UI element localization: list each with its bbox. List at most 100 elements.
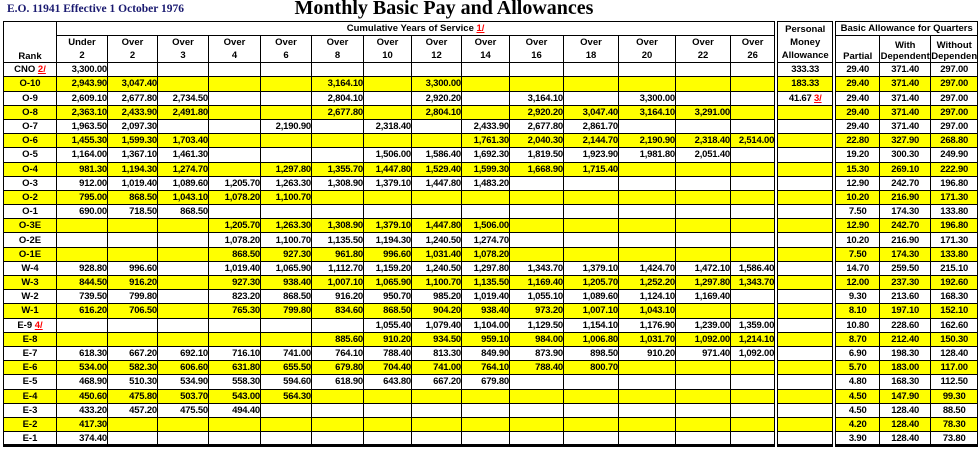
pay-cell: 2,318.40 xyxy=(675,133,731,149)
pay-cell xyxy=(157,62,209,78)
pay-cell: 868.50 xyxy=(157,204,209,220)
pay-cell xyxy=(461,62,510,78)
pay-cell xyxy=(363,402,412,418)
pay-cell: 1,240.50 xyxy=(411,260,462,277)
service-column-header: Over 2 xyxy=(107,35,158,64)
rank-label: O-8 xyxy=(3,104,57,120)
pay-cell: 1,159.20 xyxy=(363,260,412,277)
pay-cell: 2,804.10 xyxy=(311,90,364,106)
pay-cell xyxy=(509,402,564,418)
baq-cell: 174.30 xyxy=(879,204,932,220)
baq-cell: 198.30 xyxy=(879,345,932,362)
pay-cell: 959.10 xyxy=(461,331,510,347)
pay-cell xyxy=(509,189,564,206)
pay-cell: 1,263.30 xyxy=(260,175,312,191)
rank-label: E-6 xyxy=(3,360,57,376)
pay-cell: 503.70 xyxy=(157,388,209,404)
pay-cell xyxy=(208,90,261,106)
pay-cell: 1,194.30 xyxy=(107,161,158,177)
pay-cell xyxy=(107,416,158,433)
pma-cell xyxy=(777,232,834,248)
pay-cell: 1,043.10 xyxy=(157,189,209,206)
pay-cell xyxy=(411,388,462,404)
baq-cell: 196.80 xyxy=(930,218,978,234)
pma-cell xyxy=(777,133,834,149)
pay-cell: 1,112.70 xyxy=(311,260,364,277)
rank-label: O-5 xyxy=(3,147,57,163)
pma-cell xyxy=(777,317,834,333)
pay-cell: 1,343.70 xyxy=(509,260,564,277)
pay-cell xyxy=(675,189,731,206)
pay-cell: 927.30 xyxy=(208,274,261,291)
table-row: O-5 1,164.00 1,367.10 1,461.30 1,506.00 1,586… xyxy=(3,147,978,163)
pay-cell xyxy=(729,289,776,305)
baq-cell: 152.10 xyxy=(930,303,978,319)
pma-cell: 333.33 xyxy=(777,62,834,78)
pay-cell: 1,079.40 xyxy=(411,317,462,333)
table-row: E-3 433.20 457.20 475.50 494.40 4.50 128.40 88.… xyxy=(3,402,978,418)
rank-label: W-4 xyxy=(3,260,57,277)
pay-cell xyxy=(618,246,676,262)
pay-cell: 1,006.80 xyxy=(563,331,619,347)
pay-cell: 1,668.90 xyxy=(509,161,564,177)
pay-cell xyxy=(509,218,564,234)
pay-cell xyxy=(56,331,108,347)
pay-cell: 1,007.10 xyxy=(311,274,364,291)
pay-cell xyxy=(157,76,209,92)
pay-cell xyxy=(208,118,261,135)
baq-cell: 216.90 xyxy=(879,232,932,248)
pay-cell: 868.50 xyxy=(363,303,412,319)
pma-cell xyxy=(777,274,834,291)
baq-cell: 147.90 xyxy=(879,388,932,404)
pay-cell xyxy=(675,204,731,220)
pay-cell xyxy=(729,246,776,262)
baq-cell: 197.10 xyxy=(879,303,932,319)
rank-label: CNO 2/ xyxy=(3,62,57,78)
pay-cell: 718.50 xyxy=(107,204,158,220)
baq-cell: 14.70 xyxy=(835,260,881,277)
service-column-header: Over 4 xyxy=(208,35,261,64)
pay-cell: 938.40 xyxy=(461,303,510,319)
baq-cell: 162.60 xyxy=(930,317,978,333)
baq-cell: 300.30 xyxy=(879,147,932,163)
pay-cell: 868.50 xyxy=(208,246,261,262)
baq-cell: 117.00 xyxy=(930,360,978,376)
pay-cell: 468.90 xyxy=(56,374,108,390)
pay-cell xyxy=(729,104,776,120)
pay-cell xyxy=(509,76,564,92)
baq-cell: 29.40 xyxy=(835,118,881,135)
pay-cell: 667.20 xyxy=(411,374,462,390)
pay-cell xyxy=(563,175,619,191)
pay-cell: 2,144.70 xyxy=(563,133,619,149)
pay-cell xyxy=(563,374,619,390)
pay-cell: 1,447.80 xyxy=(411,175,462,191)
baq-cell: 133.80 xyxy=(930,246,978,262)
pay-cell xyxy=(729,218,776,234)
pay-cell: 1,379.10 xyxy=(363,175,412,191)
pma-cell: 183.33 xyxy=(777,76,834,92)
pay-cell xyxy=(363,204,412,220)
rank-label: E-9 4/ xyxy=(3,317,57,333)
pay-cell: 1,483.20 xyxy=(461,175,510,191)
pay-cell xyxy=(618,118,676,135)
pay-cell xyxy=(563,416,619,433)
baq-cell: 29.40 xyxy=(835,90,881,106)
pay-cell: 2,734.50 xyxy=(157,90,209,106)
pay-cell xyxy=(675,360,731,376)
baq-cell: 168.30 xyxy=(879,374,932,390)
pma-cell xyxy=(777,289,834,305)
pay-cell xyxy=(157,431,209,448)
pay-cell: 2,318.40 xyxy=(363,118,412,135)
pay-cell xyxy=(157,232,209,248)
pay-cell: 1,252.20 xyxy=(618,274,676,291)
pay-cell: 739.50 xyxy=(56,289,108,305)
pay-cell xyxy=(461,104,510,120)
pay-cell xyxy=(509,246,564,262)
baq-cell: 78.30 xyxy=(930,416,978,433)
pay-cell: 1,963.50 xyxy=(56,118,108,135)
pay-cell: 950.70 xyxy=(363,289,412,305)
pay-cell: 618.30 xyxy=(56,345,108,362)
pay-cell: 2,943.90 xyxy=(56,76,108,92)
pay-cell xyxy=(208,416,261,433)
